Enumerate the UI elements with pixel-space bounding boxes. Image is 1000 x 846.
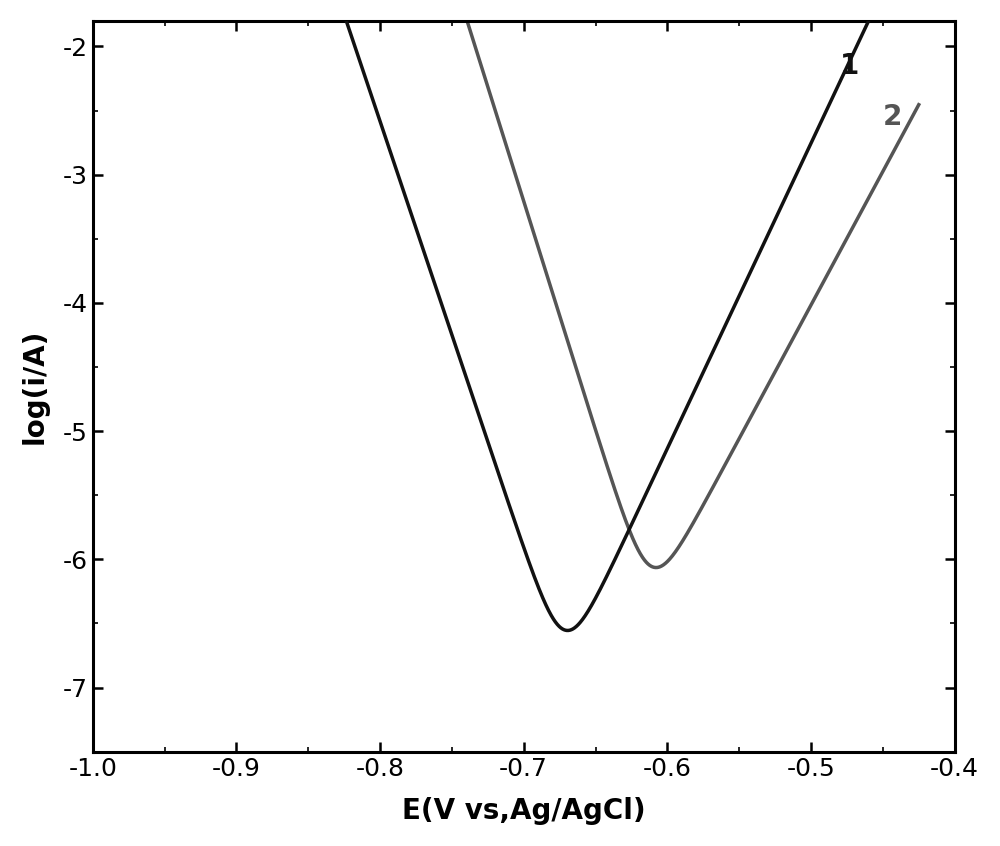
Y-axis label: log(i/A): log(i/A) [21, 328, 49, 444]
X-axis label: E(V vs,Ag/AgCl): E(V vs,Ag/AgCl) [402, 797, 646, 825]
Text: 2: 2 [883, 103, 902, 131]
Text: 1: 1 [840, 52, 859, 80]
